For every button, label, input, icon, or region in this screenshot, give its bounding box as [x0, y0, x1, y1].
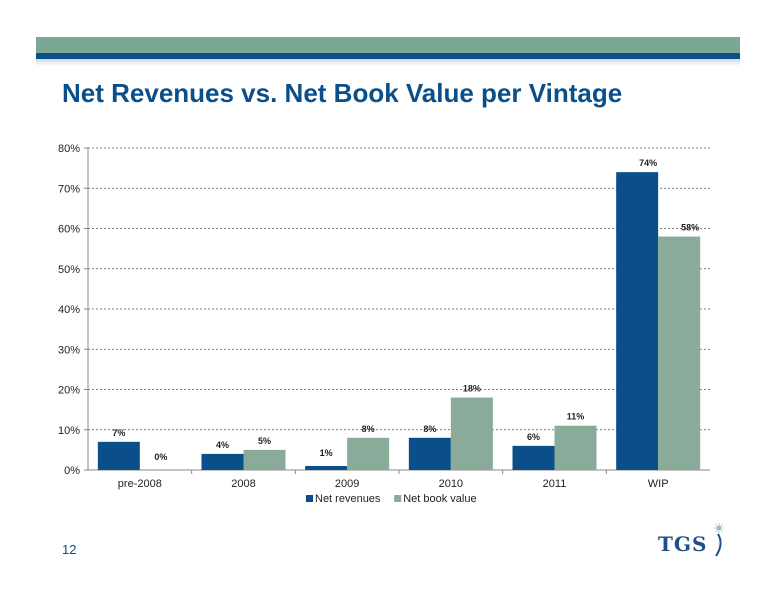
data-label: 8%: [423, 424, 436, 434]
bar-net-book-value: [243, 449, 286, 470]
bar-net-revenues: [201, 453, 244, 470]
header-band-shadow: [36, 59, 740, 66]
data-label: 7%: [112, 428, 125, 438]
data-label: 11%: [567, 412, 585, 422]
bar-net-book-value: [347, 437, 390, 470]
data-label: 8%: [362, 424, 375, 434]
x-tick-label: 2008: [231, 478, 255, 490]
data-label: 6%: [527, 432, 540, 442]
y-tick-label: 0%: [64, 465, 80, 477]
y-tick-label: 50%: [58, 264, 80, 276]
bar-net-revenues: [305, 465, 348, 470]
bar-net-revenues: [616, 172, 659, 470]
y-tick-label: 60%: [58, 224, 80, 236]
data-label: 18%: [463, 384, 481, 394]
y-tick-label: 40%: [58, 304, 80, 316]
legend-label: Net revenues: [315, 493, 381, 505]
x-tick-label: 2011: [543, 478, 567, 490]
header-band-green: [36, 37, 740, 53]
x-tick-label: 2009: [335, 478, 359, 490]
page-number: 12: [62, 542, 77, 557]
x-tick-label: WIP: [648, 478, 669, 490]
slide-title: Net Revenues vs. Net Book Value per Vint…: [62, 78, 623, 108]
bar-net-book-value: [554, 425, 597, 470]
legend-swatch: [394, 495, 402, 502]
header-band-blue: [36, 53, 740, 59]
data-label: 1%: [320, 448, 333, 458]
logo-text: TGS: [658, 532, 708, 556]
data-label: 74%: [639, 158, 657, 168]
bar-net-book-value: [450, 397, 493, 470]
logo-swoosh-icon: [714, 523, 724, 557]
x-tick-label: pre-2008: [118, 478, 162, 490]
data-label: 0%: [154, 452, 167, 462]
y-tick-label: 80%: [58, 143, 80, 155]
bar-net-revenues: [408, 437, 451, 470]
legend-swatch: [306, 495, 313, 502]
data-label: 58%: [681, 223, 699, 233]
legend-label: Net book value: [403, 493, 476, 505]
bar-net-revenues: [512, 445, 555, 470]
bar-net-revenues: [97, 441, 140, 470]
x-tick-label: 2010: [439, 478, 463, 490]
data-label: 4%: [216, 440, 229, 450]
tgs-logo: TGS: [658, 520, 728, 560]
bar-net-book-value: [658, 236, 701, 470]
y-tick-label: 10%: [58, 425, 80, 437]
y-tick-label: 70%: [58, 183, 80, 195]
y-tick-label: 30%: [58, 344, 80, 356]
data-label: 5%: [258, 436, 271, 446]
y-tick-label: 20%: [58, 385, 80, 397]
